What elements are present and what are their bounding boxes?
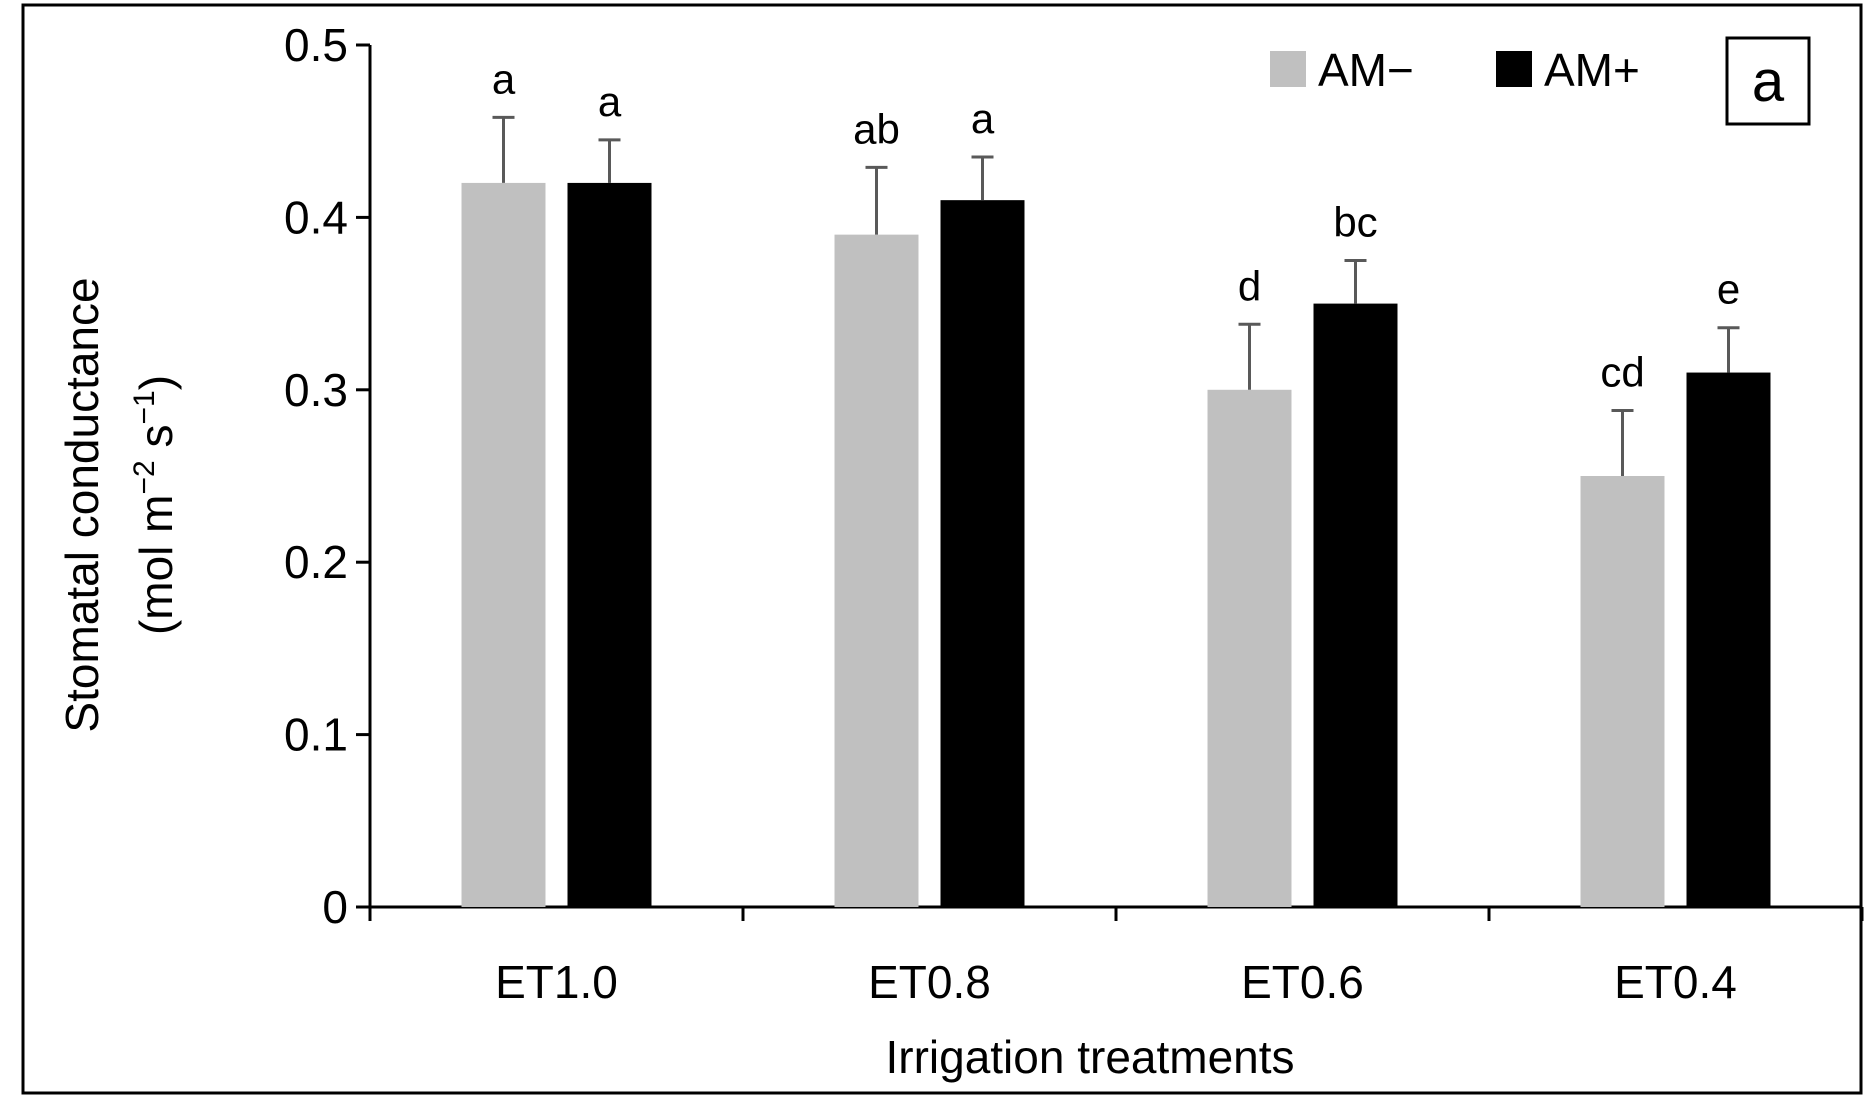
significance-letter: e — [1717, 266, 1740, 313]
significance-letters: a a ab a d bc cd e — [492, 55, 1740, 395]
significance-letter: a — [492, 55, 516, 102]
significance-letter: a — [971, 95, 995, 142]
y-units-post: ) — [130, 375, 182, 390]
y-tick-label: 0 — [322, 881, 348, 933]
error-bars — [492, 115, 1740, 476]
legend: AM− AM+ — [1270, 44, 1640, 96]
bar — [1580, 476, 1665, 907]
y-units-sup1: −2 — [128, 460, 161, 494]
bars — [461, 182, 1771, 908]
x-axis: ET1.0 ET0.8 ET0.6 ET0.4 — [368, 905, 1864, 1008]
y-axis: 0 0.1 0.2 0.3 0.4 0.5 — [284, 19, 372, 933]
y-tick-label: 0.2 — [284, 536, 348, 588]
panel-label: a — [1752, 49, 1785, 114]
significance-letter: ab — [853, 105, 900, 152]
x-tick-label: ET0.8 — [868, 956, 991, 1008]
panel-label-frame — [1725, 36, 1811, 126]
y-axis-title-line1: Stomatal conductance — [56, 277, 108, 732]
y-tick-label: 0.4 — [284, 191, 348, 243]
y-tick-label: 0.5 — [284, 19, 348, 71]
y-units-mid: s — [130, 425, 182, 461]
x-tick-label: ET1.0 — [495, 956, 618, 1008]
significance-letter: d — [1238, 262, 1261, 309]
y-axis-title-units: (mol m−2 s−1) — [128, 375, 182, 635]
legend-swatch-am-minus — [1270, 51, 1306, 87]
bar — [1313, 303, 1398, 908]
x-tick-label: ET0.4 — [1614, 956, 1737, 1008]
y-axis-title: Stomatal conductance — [56, 277, 108, 732]
x-tick-label: ET0.6 — [1241, 956, 1364, 1008]
panel-label-box: a — [1725, 36, 1811, 126]
y-tick-label: 0.3 — [284, 364, 348, 416]
svg-text:(mol m−2 s−1): (mol m−2 s−1) — [128, 375, 182, 635]
chart-frame — [21, 3, 1863, 1095]
y-units-sup2: −1 — [128, 390, 161, 424]
x-axis-title: Irrigation treatments — [885, 1031, 1294, 1083]
bar — [461, 182, 546, 908]
significance-letter: cd — [1600, 348, 1644, 395]
bar — [1207, 389, 1292, 907]
bar — [1686, 372, 1771, 907]
bar — [834, 234, 919, 907]
legend-label-am-minus: AM− — [1318, 44, 1414, 96]
y-tick-label: 0.1 — [284, 709, 348, 761]
y-units-pre: (mol m — [130, 495, 182, 636]
legend-swatch-am-plus — [1496, 51, 1532, 87]
significance-letter: a — [598, 78, 622, 125]
significance-letter: bc — [1333, 199, 1377, 246]
legend-label-am-plus: AM+ — [1544, 44, 1640, 96]
bar — [940, 200, 1025, 907]
bar — [567, 182, 652, 908]
